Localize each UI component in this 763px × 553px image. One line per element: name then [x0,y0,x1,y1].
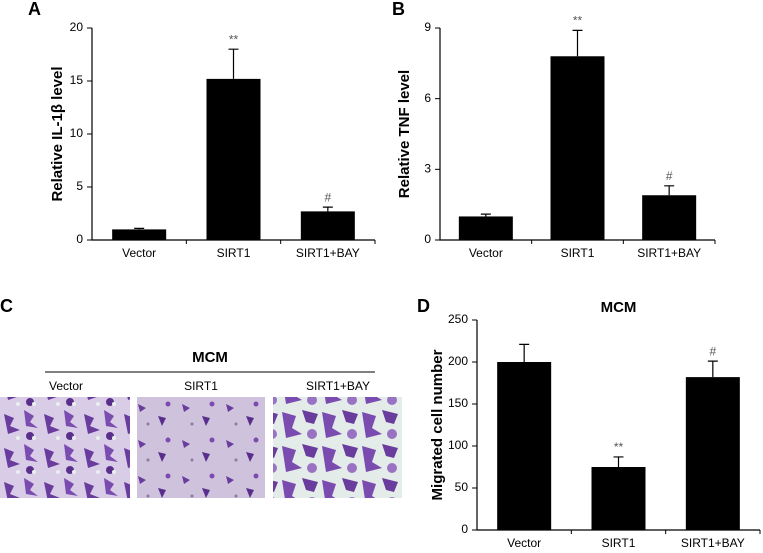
chart-title: MCM [601,299,637,316]
y-tick-label: 20 [70,20,84,34]
y-tick-label: 10 [70,126,84,140]
bar [550,56,605,241]
error-bar [707,360,718,378]
x-tick-label: SIRT1+BAY [296,246,360,260]
y-tick-label: 15 [70,73,84,87]
bar [112,229,167,240]
bar [591,467,646,530]
panel-label: C [0,296,13,316]
panel-label: B [392,0,405,19]
y-tick-label: 6 [424,91,431,105]
x-tick-label: SIRT1 [602,536,636,548]
significance-label: ** [573,14,583,28]
micrograph [0,397,130,498]
y-tick-label: 3 [424,162,431,176]
bar [642,195,697,240]
error-bar [572,29,583,57]
error-bar [664,185,675,196]
panel-title: MCM [192,349,228,366]
bar [206,78,261,240]
bar [685,377,740,530]
y-tick-label: 9 [424,20,431,34]
column-label: Vector [49,379,83,393]
y-axis-label: Relative TNF level [396,70,413,198]
significance-label: ** [614,440,624,454]
x-tick-label: Vector [507,536,541,548]
y-tick-label: 200 [448,354,468,368]
significance-label: # [666,169,673,183]
y-tick-label: 5 [76,179,83,193]
y-tick-label: 50 [455,480,469,494]
y-tick-label: 150 [448,396,468,410]
error-bar [519,343,530,362]
bar [458,216,513,240]
bar [300,211,355,240]
error-bar [228,48,239,79]
y-tick-label: 0 [424,232,431,246]
x-tick-label: SIRT1 [561,246,595,260]
x-tick-label: SIRT1 [217,246,251,260]
y-tick-label: 100 [448,438,468,452]
micrograph [273,397,402,498]
error-bar [134,227,145,230]
y-axis-label: Migrated cell number [429,349,446,500]
x-tick-label: SIRT1+BAY [681,536,745,548]
bar [497,362,552,530]
panel-label: A [28,0,41,19]
micrograph [137,397,265,498]
y-axis-label: Relative IL-1β level [49,66,66,201]
image-panel: C MCM Vector SIRT1 SIRT1+BAY [0,296,402,498]
y-tick-label: 0 [461,522,468,536]
x-tick-label: SIRT1+BAY [637,246,701,260]
significance-label: # [709,344,716,358]
x-tick-label: Vector [122,246,156,260]
significance-label: # [324,190,331,204]
error-bar [480,213,491,217]
x-tick-label: Vector [469,246,503,260]
column-label: SIRT1 [184,379,218,393]
column-label: SIRT1+BAY [306,379,370,393]
error-bar [322,206,333,212]
error-bar [613,456,624,467]
y-tick-label: 250 [448,312,468,326]
significance-label: ** [229,32,239,46]
y-tick-label: 0 [76,232,83,246]
panel-label: D [417,296,430,316]
